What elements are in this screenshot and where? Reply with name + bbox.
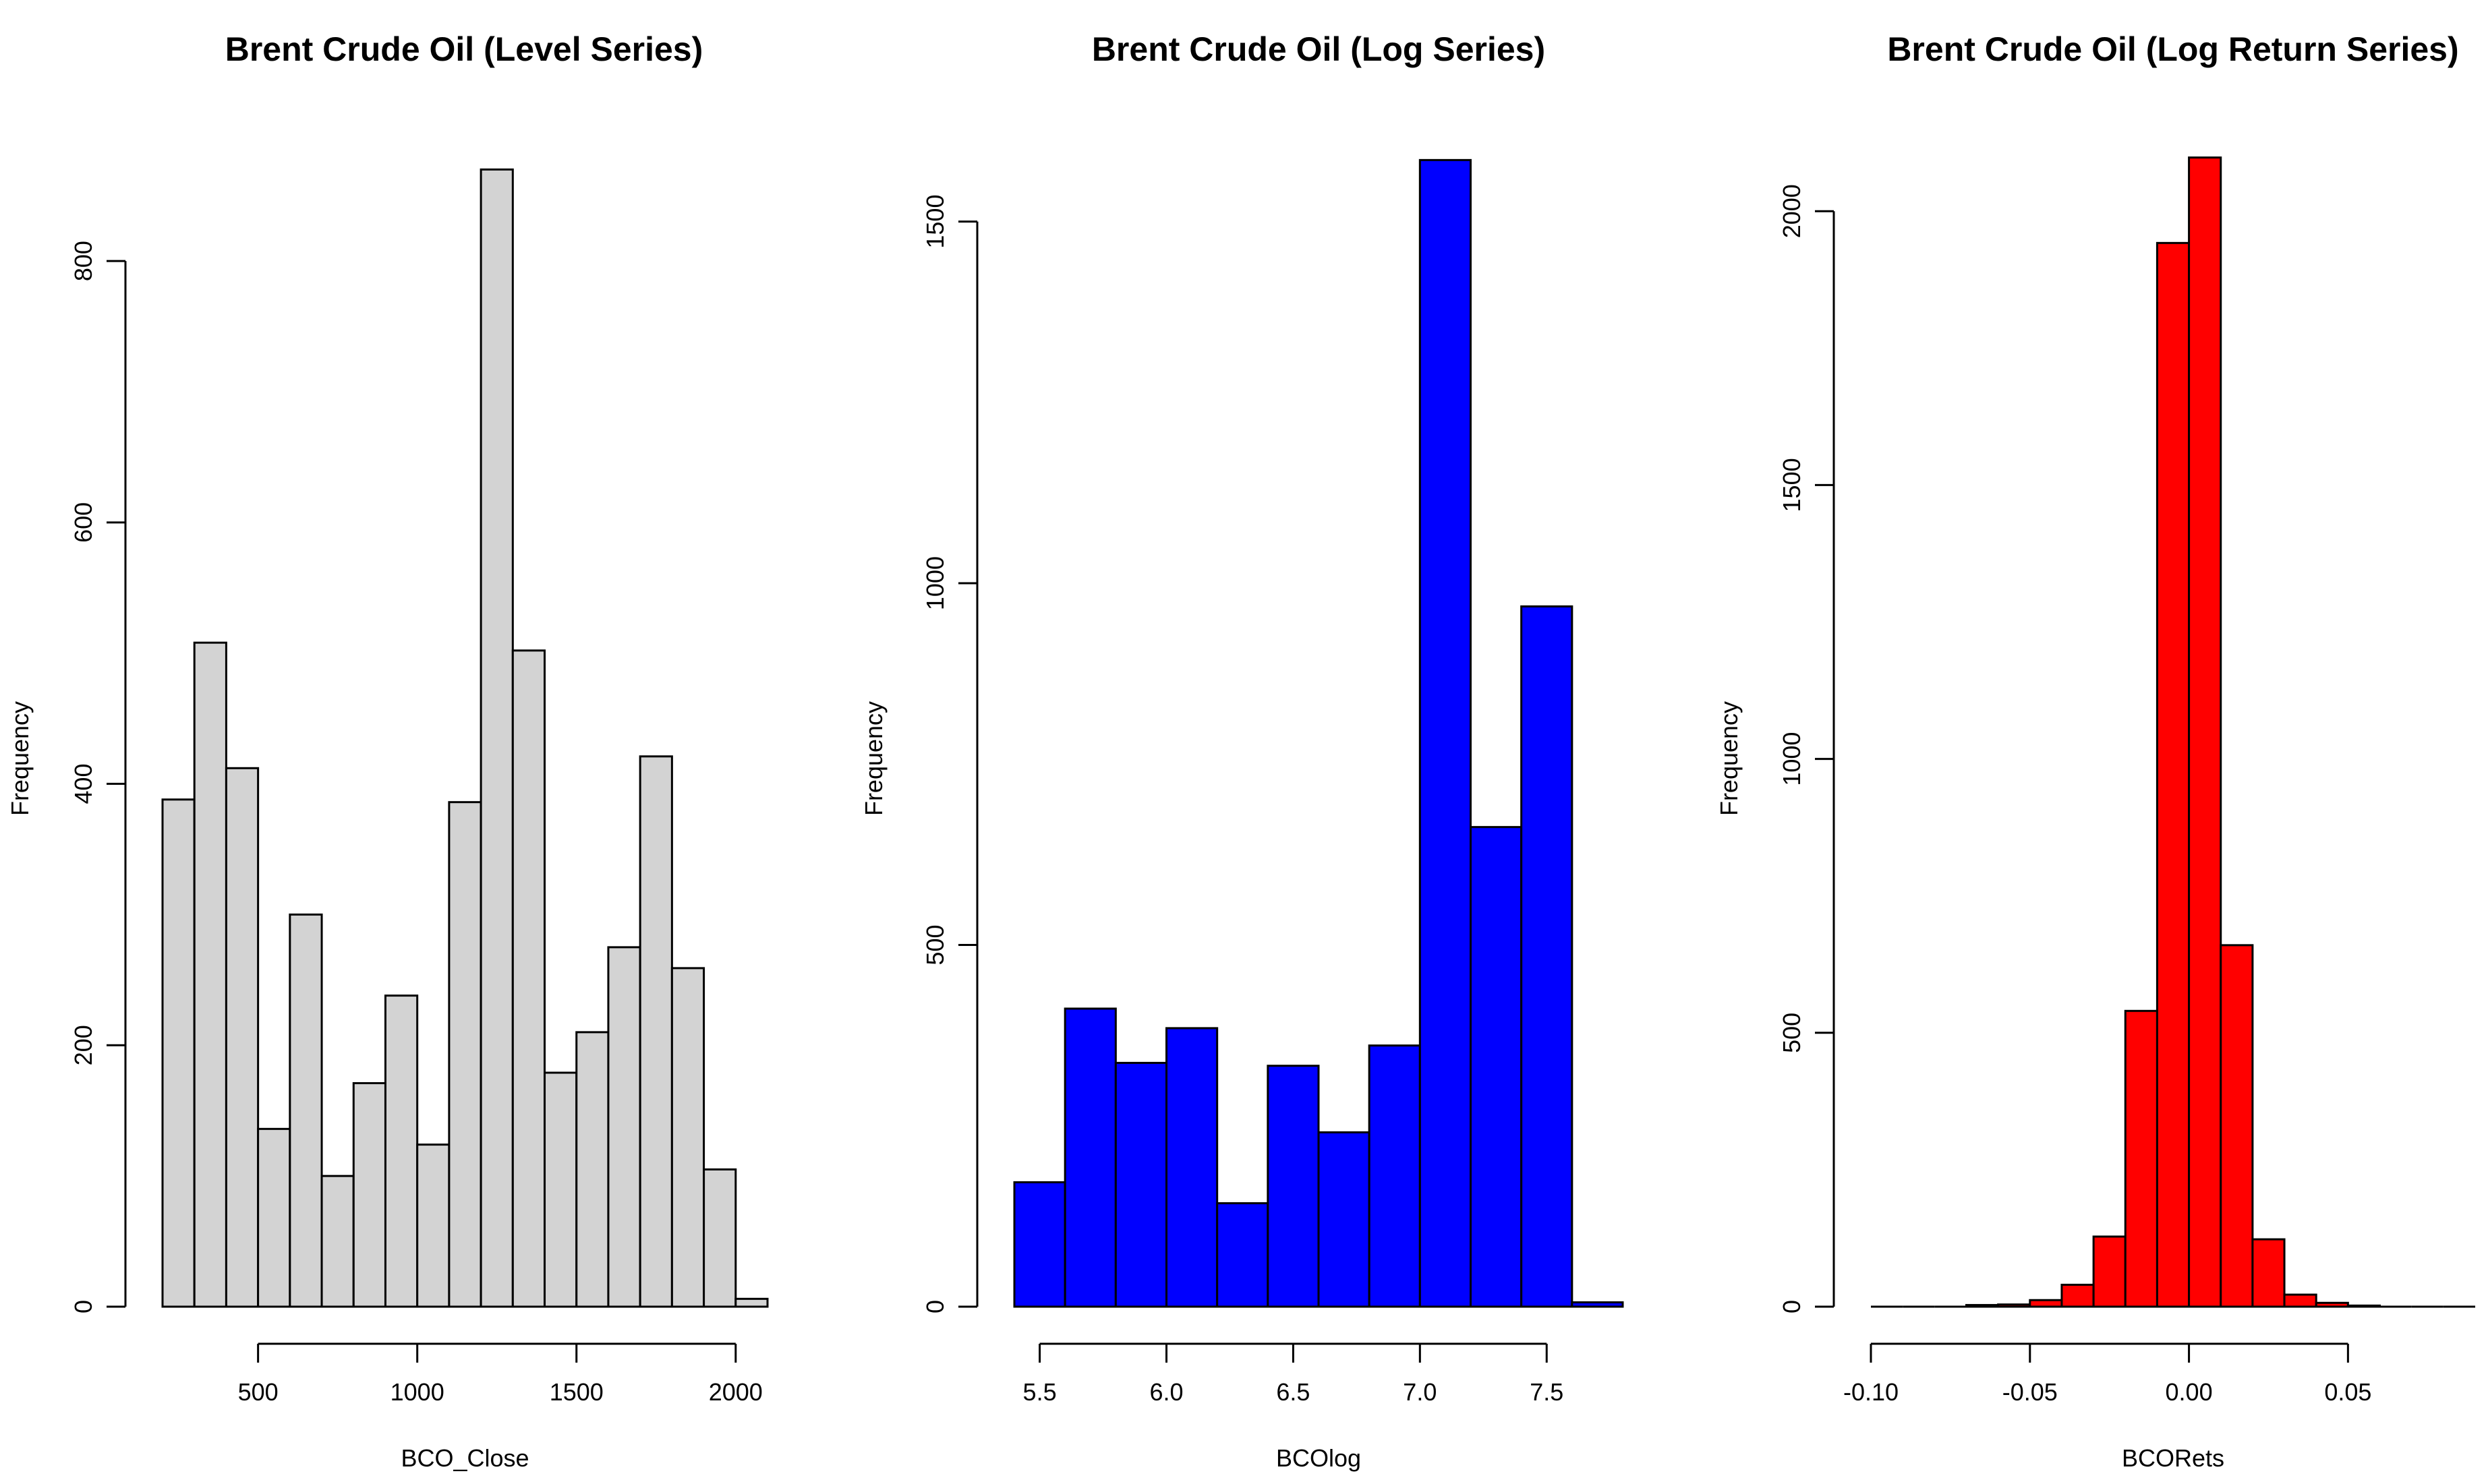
x-axis-label: BCORets bbox=[2122, 1444, 2224, 1472]
histogram-bar bbox=[193, 641, 227, 1308]
histogram-bar bbox=[1418, 158, 1472, 1308]
y-tick-label: 1000 bbox=[921, 556, 949, 610]
histogram-bar bbox=[1571, 1301, 1624, 1308]
histogram-bar bbox=[161, 798, 196, 1308]
x-tick-label: 500 bbox=[238, 1378, 279, 1406]
histogram-bar bbox=[384, 995, 419, 1308]
histogram-bar bbox=[1520, 605, 1573, 1308]
x-tick-label: 6.0 bbox=[1149, 1378, 1183, 1406]
y-tick-label: 200 bbox=[69, 1025, 97, 1065]
histogram-bar bbox=[1965, 1304, 2000, 1308]
histogram-bar bbox=[416, 1144, 451, 1308]
chart-title: Brent Crude Oil (Log Series) bbox=[1092, 30, 1545, 68]
histogram-bar bbox=[544, 1071, 578, 1308]
histogram-panel-2: Brent Crude Oil (Log Series) 0 500 1000 1500… bbox=[860, 30, 1624, 1472]
histogram-bar bbox=[639, 755, 673, 1308]
histogram-bar bbox=[575, 1031, 610, 1308]
histogram-bar bbox=[2124, 1009, 2158, 1308]
histogram-bar bbox=[2060, 1284, 2095, 1308]
histogram-bar bbox=[2156, 241, 2191, 1308]
histogram-bar bbox=[511, 649, 546, 1308]
y-tick-label: 1500 bbox=[1778, 458, 1805, 512]
y-axis-label: Frequency bbox=[6, 701, 34, 816]
histogram-bar bbox=[734, 1297, 769, 1308]
histogram-bar bbox=[1267, 1065, 1320, 1308]
x-tick-label: 2000 bbox=[709, 1378, 763, 1406]
x-tick-label: 7.0 bbox=[1403, 1378, 1437, 1406]
y-tick-label: 500 bbox=[921, 924, 949, 965]
y-tick-label: 0 bbox=[1778, 1300, 1805, 1313]
histogram-bar bbox=[2315, 1301, 2349, 1308]
histogram-bar bbox=[2188, 156, 2222, 1308]
histogram-bar bbox=[2220, 944, 2254, 1308]
histogram-bar bbox=[1013, 1181, 1066, 1308]
y-tick-label: 400 bbox=[69, 764, 97, 804]
y-axis-label: Frequency bbox=[860, 701, 888, 816]
histogram-bar bbox=[289, 913, 323, 1308]
histogram-bar bbox=[1064, 1007, 1117, 1308]
histogram-panel-3: Brent Crude Oil (Log Return Series) 0 500 1… bbox=[1715, 30, 2475, 1472]
histogram-bar bbox=[448, 801, 482, 1308]
histogram-bar bbox=[670, 967, 705, 1308]
x-tick-label: 0.00 bbox=[2166, 1378, 2213, 1406]
x-tick-label: -0.05 bbox=[2002, 1378, 2058, 1406]
histogram-bar bbox=[257, 1127, 291, 1308]
histogram-panel-1: Brent Crude Oil (Level Series) 0 200 400 600… bbox=[6, 30, 769, 1472]
x-tick-label: 1000 bbox=[391, 1378, 444, 1406]
y-tick-label: 1500 bbox=[921, 195, 949, 249]
histogram-bar bbox=[320, 1175, 355, 1308]
histogram-bar bbox=[1114, 1061, 1168, 1308]
histogram-bar bbox=[1368, 1044, 1421, 1308]
y-tick-label: 0 bbox=[921, 1300, 949, 1313]
x-tick-label: -0.10 bbox=[1843, 1378, 1899, 1406]
histogram-bar bbox=[1317, 1131, 1370, 1308]
chart-title: Brent Crude Oil (Level Series) bbox=[225, 30, 703, 68]
histogram-bar bbox=[703, 1168, 737, 1308]
y-tick-label: 500 bbox=[1778, 1013, 1805, 1053]
y-tick-label: 1000 bbox=[1778, 732, 1805, 786]
y-tick-label: 0 bbox=[69, 1300, 97, 1313]
x-tick-label: 7.5 bbox=[1530, 1378, 1563, 1406]
histogram-bar bbox=[1216, 1202, 1269, 1308]
histogram-bar bbox=[1470, 826, 1523, 1308]
histogram-bar bbox=[352, 1081, 386, 1308]
histogram-bar bbox=[2092, 1235, 2127, 1308]
y-tick-label: 600 bbox=[69, 502, 97, 543]
histogram-bar bbox=[2029, 1299, 2063, 1308]
x-tick-label: 6.5 bbox=[1276, 1378, 1310, 1406]
histogram-bar bbox=[607, 946, 641, 1308]
y-axis-label: Frequency bbox=[1715, 701, 1743, 816]
histogram-bar bbox=[2346, 1304, 2381, 1308]
histogram-bar bbox=[2283, 1293, 2317, 1308]
histogram-bar bbox=[2251, 1238, 2286, 1308]
x-tick-label: 5.5 bbox=[1023, 1378, 1057, 1406]
y-tick-label: 2000 bbox=[1778, 184, 1805, 238]
histogram-bar bbox=[1165, 1027, 1219, 1308]
y-tick-label: 800 bbox=[69, 241, 97, 281]
histogram-bar bbox=[225, 767, 260, 1308]
histogram-bar bbox=[480, 168, 514, 1308]
x-axis-label: BCO_Close bbox=[401, 1444, 529, 1472]
x-tick-label: 1500 bbox=[550, 1378, 604, 1406]
histogram-bar bbox=[1997, 1303, 2031, 1308]
chart-title: Brent Crude Oil (Log Return Series) bbox=[1887, 30, 2458, 68]
x-tick-label: 0.05 bbox=[2324, 1378, 2371, 1406]
x-axis-label: BCOlog bbox=[1276, 1444, 1361, 1472]
